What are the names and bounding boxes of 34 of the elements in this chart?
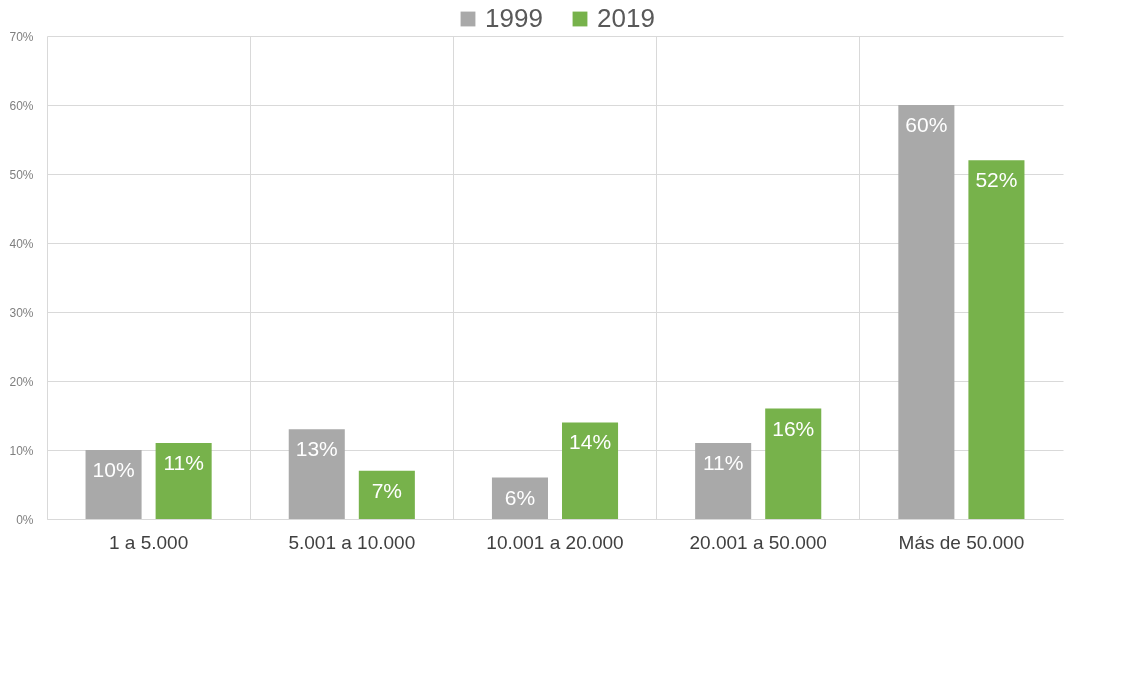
y-tick-label: 70%	[9, 29, 34, 44]
data-label: 11%	[702, 451, 744, 475]
bar	[695, 443, 752, 519]
bar	[85, 450, 142, 519]
bar	[562, 422, 619, 519]
data-label: 6%	[504, 485, 536, 509]
data-label: 60%	[905, 113, 948, 136]
y-tick-label: 20%	[9, 374, 34, 389]
bar	[898, 105, 955, 519]
bar	[968, 160, 1025, 519]
bar	[765, 408, 822, 519]
x-tick-label: 10.001 a 20.000	[486, 531, 624, 553]
data-label: 52%	[975, 168, 1018, 192]
bar	[358, 470, 415, 519]
y-tick-label: 60%	[9, 98, 34, 113]
data-label: 10%	[92, 458, 135, 481]
x-tick-label: 5.001 a 10.000	[288, 531, 416, 553]
y-tick-label: 0%	[16, 512, 34, 527]
legend-label: 1999	[485, 3, 543, 33]
y-tick-label: 40%	[9, 236, 34, 251]
x-tick-label: 1 a 5.000	[108, 531, 189, 553]
data-label: 16%	[772, 416, 815, 440]
y-tick-label: 50%	[9, 167, 34, 182]
data-label: 11%	[163, 451, 204, 475]
bar	[288, 429, 345, 519]
data-label: 7%	[371, 478, 403, 502]
y-tick-label: 10%	[9, 443, 34, 458]
x-tick-label: Más de 50.000	[898, 531, 1025, 553]
legend-label: 2019	[597, 3, 655, 33]
data-label: 13%	[295, 437, 338, 461]
bar	[155, 443, 212, 519]
data-label: 14%	[569, 430, 612, 454]
x-tick-label: 20.001 a 50.000	[689, 531, 827, 553]
y-tick-label: 30%	[9, 305, 34, 320]
